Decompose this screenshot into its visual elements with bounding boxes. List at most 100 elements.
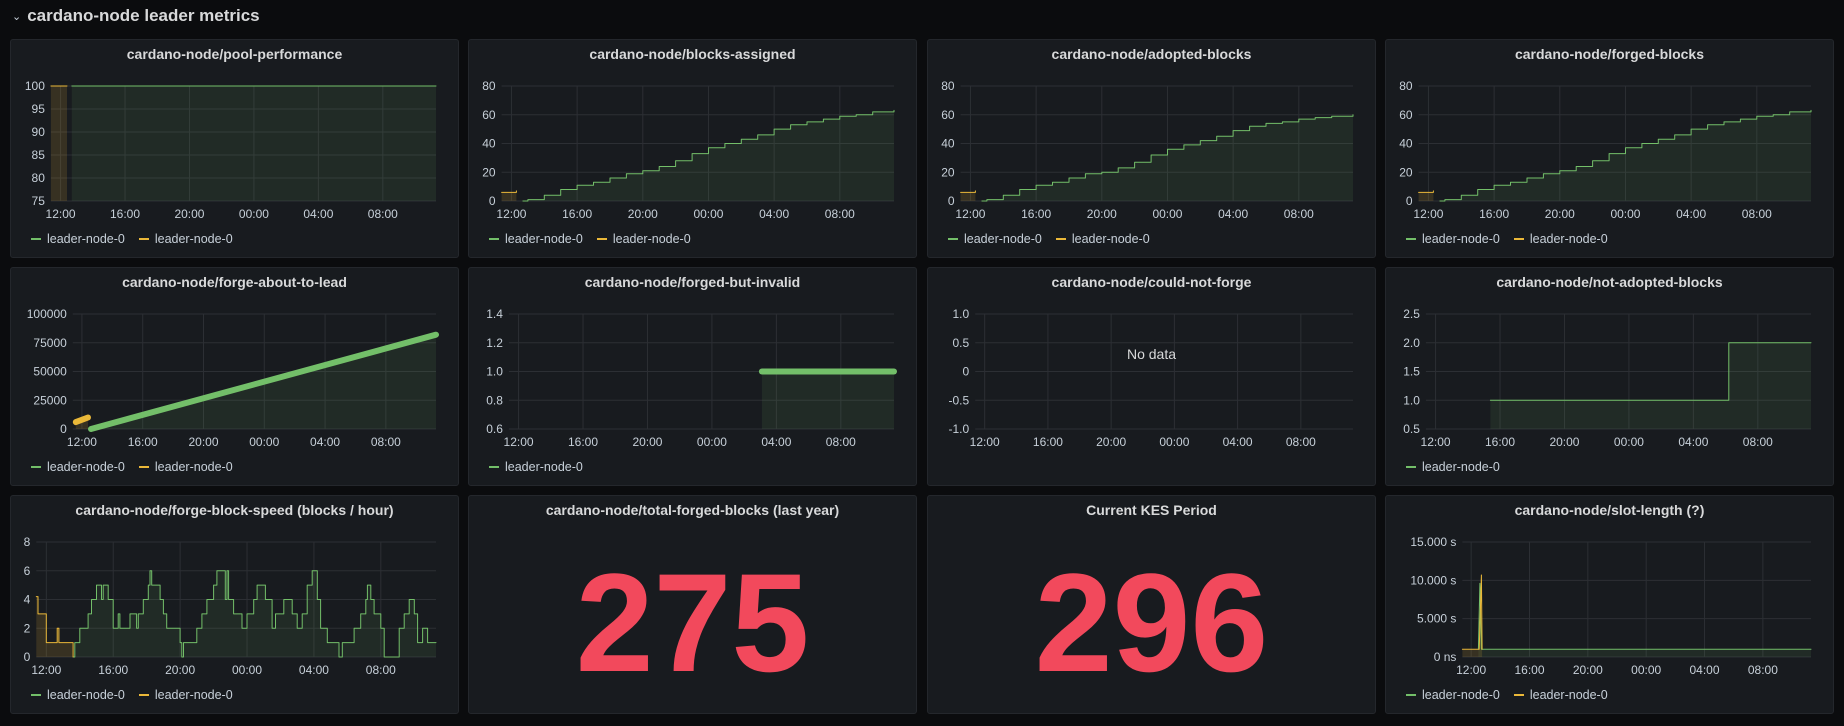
series-fill: [501, 190, 517, 201]
x-tick-label: 12:00: [46, 207, 76, 221]
legend-item[interactable]: leader-node-0: [31, 460, 125, 474]
x-tick-label: 16:00: [110, 207, 140, 221]
legend-item[interactable]: leader-node-0: [489, 232, 583, 246]
legend-label: leader-node-0: [154, 460, 233, 474]
panel-forged-blocks: cardano-node/forged-blocks 0 20 40 60 80 12:00…: [1385, 39, 1834, 258]
graph-canvas[interactable]: 75 80 85 90 95 100 12:00 16:00 20:00 00:00 04:00 08…: [11, 40, 460, 230]
legend-item[interactable]: leader-node-0: [31, 232, 125, 246]
graph-canvas[interactable]: 0.5 1.0 1.5 2.0 2.5 12:00 16:00 20:00 00:00 04:00…: [1386, 268, 1835, 458]
y-tick-label: 95: [32, 102, 46, 116]
series-line-yellow: [72, 414, 91, 426]
legend-item[interactable]: leader-node-0: [948, 232, 1042, 246]
panel-title[interactable]: cardano-node/pool-performance: [126, 46, 343, 62]
x-tick-label: 00:00: [1631, 663, 1661, 677]
legend-item[interactable]: leader-node-0: [31, 688, 125, 702]
x-tick-label: 12:00: [67, 435, 97, 449]
panel-blocks-assigned: cardano-node/blocks-assigned 0 20 40 60 80 12:…: [468, 39, 917, 258]
panel-slot-length: cardano-node/slot-length (?) 0 ns 5.000 s 1…: [1385, 495, 1834, 714]
legend-color-swatch: [1513, 694, 1524, 696]
panel-title[interactable]: cardano-node/forge-block-speed (blocks /…: [75, 502, 394, 518]
y-tick-label: 100: [25, 79, 45, 93]
legend-color-swatch: [31, 466, 41, 468]
legend-item[interactable]: leader-node-0: [1055, 232, 1150, 246]
y-tick-label: 10.000 s: [1410, 573, 1456, 587]
panel-adopted-blocks: cardano-node/adopted-blocks 0 20 40 60 80 12:0…: [927, 39, 1376, 258]
x-tick-label: 00:00: [1610, 207, 1640, 221]
panel-title[interactable]: Current KES Period: [1086, 502, 1217, 518]
legend-item[interactable]: leader-node-0: [138, 232, 233, 246]
x-tick-label: 00:00: [232, 663, 262, 677]
x-tick-label: 20:00: [1087, 207, 1117, 221]
legend-color-swatch: [489, 466, 499, 468]
y-tick-label: 5.000 s: [1417, 612, 1456, 626]
series-fill: [1478, 583, 1811, 657]
legend-item[interactable]: leader-node-0: [1406, 232, 1500, 246]
panel-title[interactable]: cardano-node/adopted-blocks: [1051, 46, 1252, 62]
series-line-yellow: [1418, 190, 1434, 193]
x-tick-label: 04:00: [310, 435, 340, 449]
panel-title[interactable]: cardano-node/forged-blocks: [1514, 46, 1705, 62]
graph-canvas[interactable]: 0.6 0.8 1.0 1.2 1.4 12:00 16:00 20:00 00:00 04:00…: [469, 268, 918, 458]
legend-item[interactable]: leader-node-0: [596, 232, 691, 246]
x-tick-label: 04:00: [1218, 207, 1248, 221]
graph-canvas[interactable]: -1.0 -0.5 0 0.5 1.0 12:00 16:00 20:00 00:00 04:00…: [928, 268, 1377, 458]
y-tick-label: 20: [1399, 165, 1413, 179]
legend-item[interactable]: leader-node-0: [138, 460, 233, 474]
legend-item[interactable]: leader-node-0: [1513, 688, 1608, 702]
graph-canvas[interactable]: 0 20 40 60 80 12:00 16:00 20:00 00:00 04:00 08:00: [928, 40, 1377, 230]
legend-item[interactable]: leader-node-0: [1513, 232, 1608, 246]
x-tick-label: 00:00: [1159, 435, 1189, 449]
panel-title[interactable]: cardano-node/blocks-assigned: [589, 46, 796, 62]
graph-canvas[interactable]: 0 25000 50000 75000 100000 12:00 16:00 20:00 00:…: [11, 268, 460, 458]
legend-item[interactable]: leader-node-0: [1406, 688, 1500, 702]
y-tick-label: 2: [24, 621, 31, 635]
y-tick-label: 0: [24, 650, 31, 664]
graph-canvas[interactable]: 0 20 40 60 80 12:00 16:00 20:00 00:00 04:00 08:00: [469, 40, 918, 230]
panel-current-kes-period: Current KES Period 296: [927, 495, 1376, 714]
panel-title[interactable]: cardano-node/forge-about-to-lead: [122, 274, 347, 290]
legend: leader-node-0: [1406, 460, 1500, 474]
y-tick-label: 6: [24, 564, 31, 578]
legend-label: leader-node-0: [1071, 232, 1150, 246]
legend-item[interactable]: leader-node-0: [1406, 460, 1500, 474]
x-tick-label: 00:00: [1614, 435, 1644, 449]
panel-title[interactable]: cardano-node/total-forged-blocks (last y…: [545, 502, 840, 518]
x-tick-label: 08:00: [366, 663, 396, 677]
panel-title[interactable]: cardano-node/not-adopted-blocks: [1496, 274, 1723, 290]
panel-title[interactable]: cardano-node/forged-but-invalid: [584, 274, 801, 290]
legend-color-swatch: [1055, 238, 1066, 240]
y-tick-label: 1.5: [1403, 365, 1420, 379]
legend-color-swatch: [596, 238, 607, 240]
graph-canvas[interactable]: 0 ns 5.000 s 10.000 s 15.000 s 12:00 16:00 20:…: [1386, 496, 1835, 686]
legend-color-swatch: [31, 238, 41, 240]
y-tick-label: 0.8: [486, 393, 503, 407]
row-collapse-toggle[interactable]: ⌄ cardano-node leader metrics: [12, 4, 260, 28]
x-tick-label: 08:00: [1742, 207, 1772, 221]
graph-canvas[interactable]: 0 20 40 60 80 12:00 16:00 20:00 00:00 04:00 08:00: [1386, 40, 1835, 230]
x-tick-label: 16:00: [1033, 435, 1063, 449]
x-tick-label: 12:00: [31, 663, 61, 677]
y-tick-label: 0.5: [953, 336, 970, 350]
x-tick-label: 20:00: [632, 435, 662, 449]
panel-title[interactable]: cardano-node/could-not-forge: [1051, 274, 1252, 290]
y-tick-label: -0.5: [949, 393, 970, 407]
y-tick-label: 75: [32, 194, 46, 208]
graph-canvas[interactable]: 0 2 4 6 8 12:00 16:00 20:00 00:00 04:00 08:00: [11, 496, 460, 686]
x-tick-label: 00:00: [697, 435, 727, 449]
y-tick-label: 80: [941, 79, 955, 93]
x-tick-label: 08:00: [1286, 435, 1316, 449]
series-fill: [50, 86, 67, 201]
panel-title[interactable]: cardano-node/slot-length (?): [1514, 502, 1705, 518]
y-tick-label: 0 ns: [1434, 650, 1457, 664]
legend-item[interactable]: leader-node-0: [138, 688, 233, 702]
series-fill: [1462, 575, 1483, 657]
legend-label: leader-node-0: [47, 460, 125, 474]
legend-item[interactable]: leader-node-0: [489, 460, 583, 474]
legend-color-swatch: [948, 238, 958, 240]
series-fill: [960, 190, 976, 201]
legend-label: leader-node-0: [1529, 232, 1608, 246]
y-tick-label: 4: [24, 593, 31, 607]
x-tick-label: 04:00: [761, 435, 791, 449]
legend-label: leader-node-0: [1422, 232, 1500, 246]
legend-color-swatch: [489, 238, 499, 240]
